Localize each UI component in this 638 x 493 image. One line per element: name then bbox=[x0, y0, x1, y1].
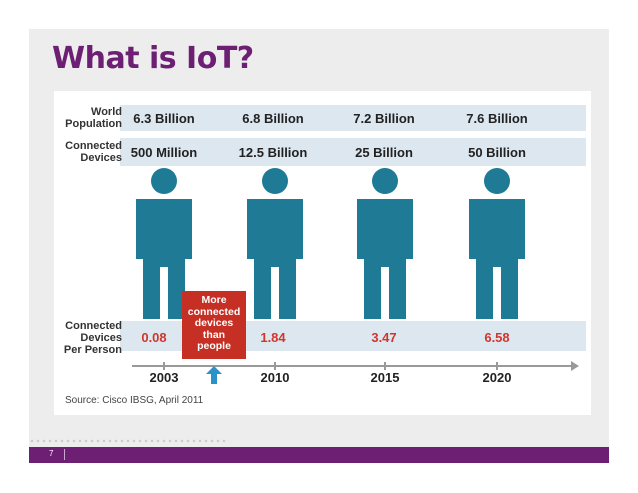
label-line: Population bbox=[65, 118, 122, 130]
world-population-2020: 7.6 Billion bbox=[466, 111, 528, 126]
connected-devices-2020: 50 Billion bbox=[468, 145, 526, 160]
per-person-2015: 3.47 bbox=[371, 330, 397, 345]
timeline-tick bbox=[274, 362, 276, 370]
slide: What is IoT? World Population 6.3 Billio… bbox=[29, 29, 609, 463]
world-population-2003: 6.3 Billion bbox=[133, 111, 195, 126]
label-line: Devices bbox=[80, 152, 122, 164]
callout-line: More bbox=[201, 294, 227, 306]
per-person-2003: 0.08 bbox=[141, 330, 167, 345]
callout-line: connected bbox=[187, 305, 241, 318]
footer-separator bbox=[64, 449, 65, 460]
person-icon bbox=[136, 168, 192, 319]
year-2015: 2015 bbox=[370, 370, 400, 385]
label-line: Connected bbox=[65, 320, 122, 332]
person-icon bbox=[357, 168, 413, 319]
world-population-band bbox=[120, 105, 586, 131]
world-population-label: World Population bbox=[54, 106, 122, 130]
timeline-tick bbox=[384, 362, 386, 370]
iot-infographic: World Population 6.3 Billion 6.8 Billion… bbox=[54, 91, 591, 415]
slide-title: What is IoT? bbox=[52, 41, 254, 76]
year-2003: 2003 bbox=[149, 370, 179, 385]
per-person-2010: 1.84 bbox=[260, 330, 286, 345]
page-number: 7 bbox=[49, 449, 54, 458]
label-line: Per Person bbox=[63, 344, 122, 356]
source-note: Source: Cisco IBSG, April 2011 bbox=[65, 395, 204, 406]
footer-dots-decoration bbox=[29, 438, 229, 444]
world-population-2010: 6.8 Billion bbox=[242, 111, 304, 126]
callout-line: than bbox=[202, 328, 226, 341]
timeline-tick bbox=[496, 362, 498, 370]
callout-line: devices bbox=[194, 317, 234, 329]
up-arrow-icon bbox=[206, 366, 222, 384]
timeline-axis bbox=[132, 365, 572, 367]
per-person-label: Connected Devices Per Person bbox=[54, 320, 122, 356]
label-line: Connected bbox=[65, 140, 122, 152]
more-devices-than-people-callout: More connected devices than people bbox=[182, 291, 246, 359]
connected-devices-2003: 500 Million bbox=[130, 145, 198, 160]
connected-devices-label: Connected Devices bbox=[54, 140, 122, 164]
label-line: Devices bbox=[80, 332, 122, 344]
person-icon bbox=[469, 168, 525, 319]
connected-devices-2015: 25 Billion bbox=[355, 145, 413, 160]
callout-line: people bbox=[197, 340, 231, 352]
label-line: World bbox=[91, 106, 122, 118]
year-2020: 2020 bbox=[482, 370, 512, 385]
footer-bar: 7 bbox=[29, 447, 609, 463]
year-2010: 2010 bbox=[260, 370, 290, 385]
timeline-tick bbox=[163, 362, 165, 370]
connected-devices-2010: 12.5 Billion bbox=[238, 145, 308, 160]
person-icon bbox=[247, 168, 303, 319]
per-person-2020: 6.58 bbox=[484, 330, 510, 345]
connected-devices-band bbox=[120, 138, 586, 166]
timeline-arrowhead bbox=[571, 361, 579, 371]
world-population-2015: 7.2 Billion bbox=[353, 111, 415, 126]
